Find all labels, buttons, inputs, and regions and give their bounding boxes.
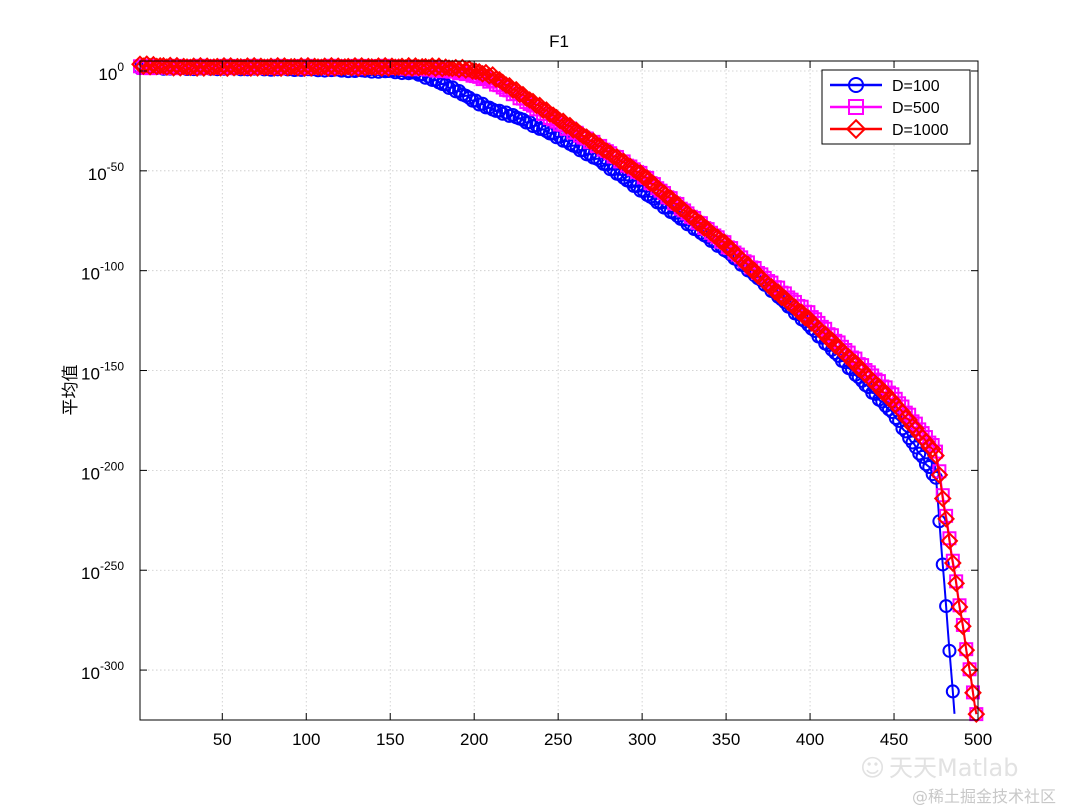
y-tick-label: 10-300 (81, 659, 124, 683)
data-point (940, 532, 959, 550)
data-point (235, 58, 254, 77)
x-tick-label: 250 (544, 730, 572, 749)
data-point (950, 598, 969, 616)
data-point (685, 209, 704, 227)
x-tick-label: 200 (460, 730, 488, 749)
legend-item: D=500 (830, 99, 940, 117)
y-tick-label: 10-50 (88, 160, 125, 184)
data-point (339, 57, 358, 76)
data-point (957, 641, 976, 660)
data-point (942, 643, 957, 658)
y-tick-label: 100 (98, 60, 124, 84)
watermark-text: 天天Matlab (889, 754, 1019, 782)
data-point (463, 62, 482, 81)
data-point (943, 554, 962, 572)
data-point (312, 58, 331, 77)
legend-marker-icon (848, 99, 864, 115)
y-tick-label: 10-150 (81, 360, 124, 384)
data-point (181, 58, 200, 77)
watermark-line1: ☺ 天天Matlab (860, 748, 1018, 783)
data-point (604, 147, 623, 166)
legend-item: D=100 (830, 77, 940, 95)
legend-label: D=1000 (892, 122, 949, 139)
y-ticks: 100 10-50 10-100 10-150 10-200 10-250 10-300 (81, 60, 978, 683)
x-tick-label: 400 (796, 730, 824, 749)
data-point (574, 127, 593, 145)
data-point (520, 91, 539, 109)
watermark-line2: @稀土掘金技术社区 (912, 787, 1057, 806)
legend: D=100 D=500 D=1000 (821, 69, 971, 145)
legend-marker-icon (848, 77, 864, 93)
legend-label: D=100 (892, 78, 940, 95)
legend-marker-icon (845, 118, 867, 140)
data-point (688, 213, 707, 232)
chart-title: F1 (549, 32, 569, 51)
x-tick-label: 100 (292, 730, 320, 749)
x-tick-label: 500 (964, 730, 992, 749)
data-point (967, 705, 986, 724)
data-point (912, 446, 927, 461)
x-ticks: 50 100 150 200 250 300 350 400 450 500 (213, 61, 992, 749)
legend-label: D=500 (892, 100, 940, 117)
data-point (550, 111, 569, 130)
x-tick-label: 150 (376, 730, 404, 749)
data-point (288, 58, 307, 77)
series-diamond (131, 55, 986, 724)
x-tick-label: 350 (712, 730, 740, 749)
wechat-logo-icon: ☺ (860, 754, 886, 782)
data-point (315, 57, 334, 76)
data-point (515, 112, 530, 127)
data-point (262, 57, 280, 76)
y-tick-label: 10-100 (81, 260, 124, 284)
data-point (927, 446, 945, 465)
data-point (933, 489, 952, 508)
data-point (393, 57, 411, 76)
data-point (527, 96, 546, 115)
data-point (497, 76, 516, 94)
x-tick-label: 50 (213, 730, 232, 749)
y-tick-label: 10-250 (81, 559, 124, 583)
series-layer (131, 55, 986, 724)
axes-box (139, 60, 979, 721)
data-point (960, 661, 979, 679)
data-point (440, 59, 458, 78)
data-point (947, 574, 966, 593)
data-point (184, 57, 203, 76)
data-point (945, 684, 960, 699)
data-point (366, 58, 385, 77)
data-point (285, 57, 304, 76)
data-point (937, 509, 956, 528)
data-point (930, 466, 949, 484)
y-axis-label: 平均值 (61, 365, 81, 416)
data-point (445, 80, 460, 95)
data-point (772, 288, 791, 307)
data-point (935, 557, 950, 572)
data-point (468, 93, 483, 108)
data-point (416, 57, 435, 76)
data-point (475, 96, 490, 111)
legend-item: D=1000 (830, 118, 949, 140)
data-point (918, 457, 933, 472)
data-point (923, 440, 942, 459)
x-tick-label: 450 (880, 730, 908, 749)
data-point (641, 174, 660, 193)
data-point (462, 90, 477, 105)
y-tick-label: 10-200 (81, 459, 124, 483)
x-tick-label: 300 (628, 730, 656, 749)
data-point (953, 617, 972, 636)
data-point (922, 460, 937, 475)
data-point (154, 56, 173, 75)
